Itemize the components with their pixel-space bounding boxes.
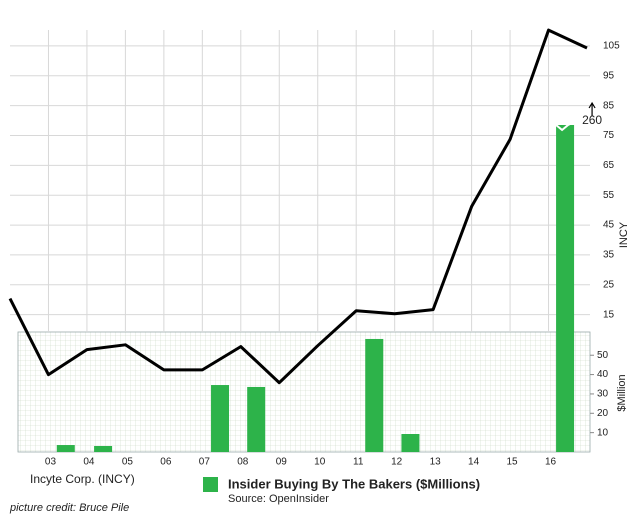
y2-tick-label: 10 [597,427,609,438]
x-tick-label: 03 [45,457,57,468]
legend-swatch [203,477,218,492]
y-tick-label: 15 [603,309,615,320]
y2-axis-label: $Million [616,374,628,411]
y2-tick-label: 30 [597,389,609,400]
y-tick-label: 25 [603,279,615,290]
company-label: Incyte Corp. (INCY) [30,472,135,486]
y-tick-label: 95 [603,70,615,81]
bar [211,385,230,452]
x-tick-label: 11 [353,457,364,468]
x-tick-label: 12 [391,457,403,468]
bar [365,338,384,452]
grid [10,30,594,434]
y-tick-label: 85 [603,100,615,111]
lower-grid-panel [17,331,591,453]
y2-tick-label: 40 [597,369,609,380]
y-tick-label: 75 [603,130,615,141]
legend-label: Insider Buying By The Bakers ($Millions) [228,476,480,491]
y-tick-label: 105 [603,41,620,52]
x-tick-label: 07 [199,457,211,468]
x-tick-label: 05 [122,457,134,468]
x-tick-label: 15 [507,457,519,468]
y-tick-label: 35 [603,250,615,261]
y2-tick-label: 20 [597,408,609,419]
source: Source: OpenInsider [228,493,329,505]
line [8,28,588,385]
bar [94,446,113,452]
x-tick-label: 16 [545,457,557,468]
marks [8,28,596,452]
x-tick-label: 04 [83,457,95,468]
x-tick-label: 06 [160,457,172,468]
bar [401,434,420,452]
bar-break [555,121,575,132]
x-tick-label: 08 [237,457,249,468]
y-tick-label: 45 [603,220,615,231]
x-tick-label: 09 [276,457,288,468]
bar [56,445,75,452]
y-axis-label: INCY [618,221,630,248]
bar [556,125,575,452]
x-tick-label: 14 [468,457,480,468]
credit: picture credit: Bruce Pile [9,502,129,514]
y2-tick-label: 50 [597,350,609,361]
annotation: 260 [582,113,602,127]
x-tick-label: 10 [314,457,326,468]
x-tick-label: 13 [430,457,442,468]
bar [247,386,266,452]
y-tick-label: 55 [603,190,615,201]
annotation-arrow [588,101,596,116]
y-tick-label: 65 [603,160,615,171]
